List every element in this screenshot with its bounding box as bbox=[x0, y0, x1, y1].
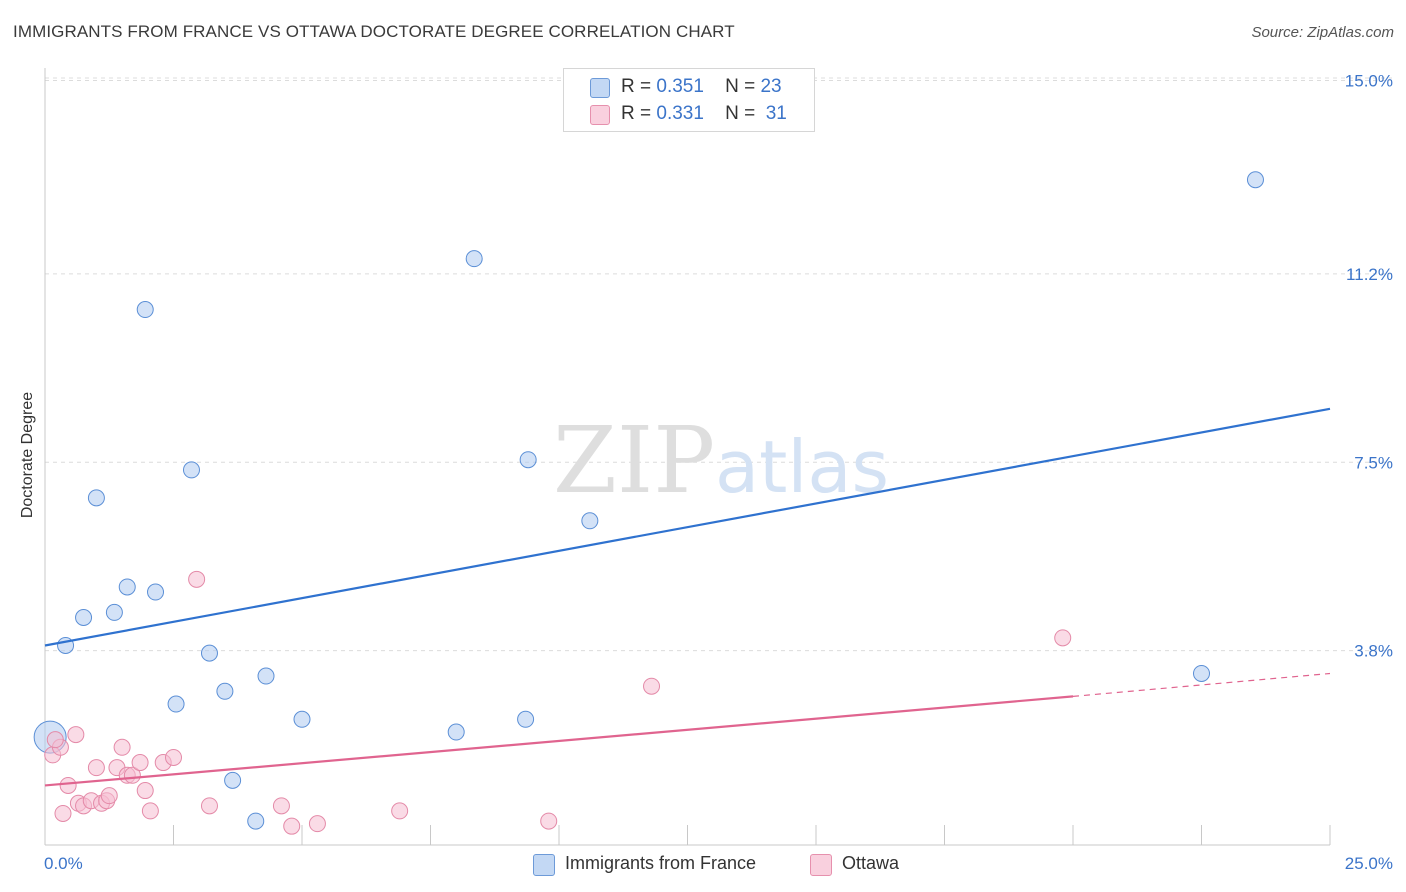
watermark-zip: ZIP bbox=[553, 407, 715, 514]
y-tick-label: 3.8% bbox=[1354, 642, 1393, 661]
point-ottawa bbox=[308, 815, 326, 833]
legend-r-value-ottawa: 0.331 bbox=[656, 103, 704, 124]
y-tick-label: 15.0% bbox=[1345, 72, 1393, 91]
bottom-legend-swatch-france bbox=[533, 854, 555, 876]
point-immigrants-from-france bbox=[447, 723, 465, 741]
point-ottawa bbox=[200, 797, 218, 815]
point-ottawa bbox=[540, 812, 558, 830]
point-immigrants-from-france bbox=[581, 512, 599, 530]
point-ottawa bbox=[46, 731, 64, 749]
point-immigrants-from-france bbox=[147, 583, 165, 601]
point-immigrants-from-france bbox=[118, 578, 136, 596]
point-ottawa bbox=[391, 802, 409, 820]
trendline-immigrants-from-france bbox=[44, 407, 1331, 647]
point-ottawa bbox=[283, 817, 301, 835]
bottom-legend-swatch-ottawa bbox=[810, 854, 832, 876]
watermark-atlas: atlas bbox=[715, 425, 889, 509]
point-immigrants-from-france bbox=[465, 250, 483, 268]
point-ottawa bbox=[643, 677, 661, 695]
point-ottawa bbox=[54, 804, 72, 822]
point-immigrants-from-france bbox=[519, 451, 537, 469]
point-ottawa bbox=[165, 748, 182, 766]
legend-r-value-france: 0.351 bbox=[656, 76, 704, 97]
point-ottawa bbox=[59, 776, 77, 794]
point-immigrants-from-france bbox=[136, 301, 154, 319]
x-tick-label: 25.0% bbox=[1345, 854, 1393, 873]
point-immigrants-from-france bbox=[182, 461, 200, 479]
point-immigrants-from-france bbox=[247, 812, 265, 830]
legend-n-label: N = bbox=[725, 103, 756, 124]
legend-swatch-france bbox=[590, 78, 610, 98]
legend-r-label: R = bbox=[621, 103, 652, 124]
point-immigrants-from-france bbox=[87, 489, 105, 507]
point-ottawa bbox=[272, 797, 290, 815]
legend-n-value-france: 23 bbox=[760, 76, 782, 97]
point-ottawa bbox=[67, 726, 85, 744]
correlation-legend: R = 0.351 N = 23 R = 0.331 N = 31 bbox=[563, 68, 815, 132]
point-immigrants-from-france bbox=[1246, 171, 1264, 189]
legend-r-label: R = bbox=[621, 76, 652, 97]
trendline-ottawa bbox=[44, 695, 1074, 787]
point-immigrants-from-france bbox=[257, 667, 275, 685]
point-immigrants-from-france bbox=[75, 608, 93, 626]
bottom-legend-label-france: Immigrants from France bbox=[565, 853, 757, 873]
point-immigrants-from-france bbox=[293, 710, 311, 728]
point-ottawa bbox=[87, 759, 105, 777]
point-ottawa bbox=[188, 570, 206, 588]
point-immigrants-from-france bbox=[200, 644, 218, 662]
source-label: Source: ZipAtlas.com bbox=[1251, 24, 1394, 41]
legend-n-value-ottawa: 31 bbox=[765, 103, 787, 124]
point-ottawa bbox=[100, 787, 118, 805]
legend-n-label: N = bbox=[725, 76, 756, 97]
point-ottawa bbox=[131, 754, 149, 772]
point-ottawa bbox=[1054, 629, 1072, 647]
point-immigrants-from-france bbox=[216, 682, 234, 700]
y-tick-label: 7.5% bbox=[1354, 453, 1393, 472]
legend-swatch-ottawa bbox=[590, 105, 610, 125]
x-tick-label: 0.0% bbox=[44, 854, 83, 873]
point-immigrants-from-france bbox=[517, 710, 535, 728]
point-ottawa bbox=[141, 802, 159, 820]
y-tick-label: 11.2% bbox=[1346, 265, 1393, 284]
point-immigrants-from-france bbox=[105, 603, 123, 621]
point-ottawa bbox=[136, 782, 154, 800]
point-immigrants-from-france bbox=[167, 695, 185, 713]
chart-title: IMMIGRANTS FROM FRANCE VS OTTAWA DOCTORA… bbox=[13, 22, 735, 41]
point-ottawa bbox=[113, 738, 131, 756]
bottom-legend-label-ottawa: Ottawa bbox=[842, 853, 900, 873]
point-immigrants-from-france bbox=[224, 771, 242, 789]
point-immigrants-from-france bbox=[1193, 664, 1210, 682]
y-axis-title: Doctorate Degree bbox=[19, 391, 36, 519]
